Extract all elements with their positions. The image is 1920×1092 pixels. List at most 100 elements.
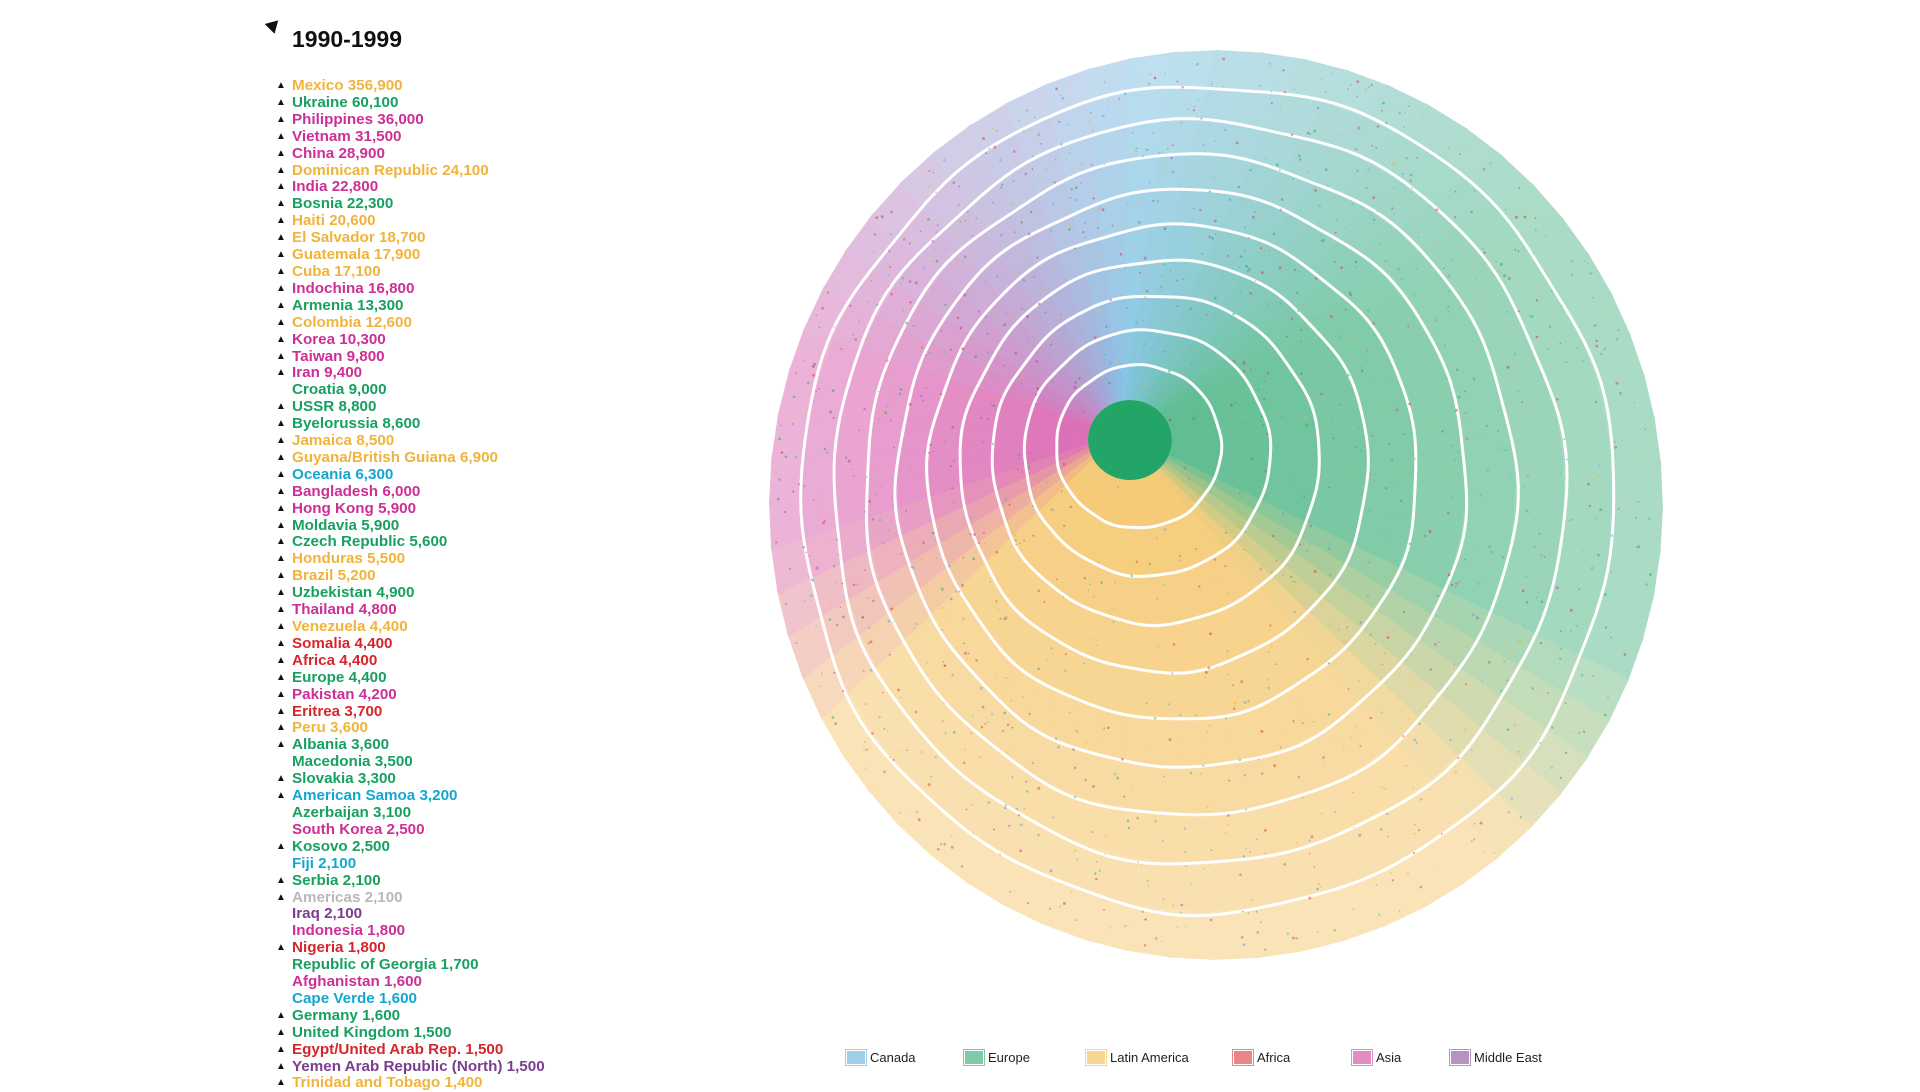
country-item[interactable]: ▲ Somalia 4,400 xyxy=(276,635,545,653)
triangle-up-icon[interactable]: ▲ xyxy=(276,113,286,125)
country-item[interactable]: ▲ Africa 4,400 xyxy=(276,652,545,670)
triangle-up-icon[interactable]: ▲ xyxy=(276,1009,286,1021)
triangle-up-icon[interactable]: ▲ xyxy=(276,739,286,751)
country-item[interactable]: ▲ Colombia 12,600 xyxy=(276,314,545,332)
country-item[interactable]: ▲ Bosnia 22,300 xyxy=(276,195,545,213)
country-item[interactable]: ▲ Korea 10,300 xyxy=(276,331,545,349)
country-item[interactable]: ▲ Venezuela 4,400 xyxy=(276,618,545,636)
country-item[interactable]: ▲ Oceania 6,300 xyxy=(276,466,545,484)
country-item[interactable]: Republic of Georgia 1,700 xyxy=(276,956,545,974)
triangle-up-icon[interactable]: ▲ xyxy=(276,621,286,632)
triangle-up-icon[interactable]: ▲ xyxy=(276,232,286,244)
legend-item[interactable]: Europe xyxy=(963,1049,1030,1069)
triangle-up-icon[interactable]: ▲ xyxy=(276,654,286,666)
country-item[interactable]: ▲ India 22,800 xyxy=(276,178,545,196)
triangle-up-icon[interactable]: ▲ xyxy=(276,502,286,514)
country-item[interactable]: ▲ Mexico 356,900 xyxy=(276,77,545,95)
country-item[interactable]: ▲ Albania 3,600 xyxy=(276,736,545,754)
triangle-up-icon[interactable]: ▲ xyxy=(276,96,286,108)
legend-item[interactable]: Middle East xyxy=(1449,1049,1542,1069)
triangle-up-icon[interactable]: ▲ xyxy=(276,604,286,616)
triangle-up-icon[interactable]: ▲ xyxy=(276,536,286,548)
country-item[interactable]: ▲ United Kingdom 1,500 xyxy=(276,1024,545,1042)
country-item[interactable]: Afghanistan 1,600 xyxy=(276,973,545,991)
triangle-up-icon[interactable]: ▲ xyxy=(276,553,286,565)
legend-item[interactable]: Canada xyxy=(845,1049,916,1069)
country-item[interactable]: ▲ Czech Republic 5,600 xyxy=(276,534,545,551)
triangle-up-icon[interactable]: ▲ xyxy=(276,485,286,497)
triangle-up-icon[interactable]: ▲ xyxy=(276,773,286,785)
country-item[interactable]: ▲ Peru 3,600 xyxy=(276,719,545,737)
triangle-up-icon[interactable]: ▲ xyxy=(276,435,286,447)
triangle-up-icon[interactable]: ▲ xyxy=(276,570,286,582)
country-item[interactable]: ▲ Philippines 36,000 xyxy=(276,111,545,129)
triangle-up-icon[interactable]: ▲ xyxy=(276,215,286,227)
country-item[interactable]: ▲ Moldavia 5,900 xyxy=(276,517,545,535)
triangle-up-icon[interactable]: ▲ xyxy=(276,688,286,700)
triangle-up-icon[interactable]: ▲ xyxy=(276,80,286,91)
country-item[interactable]: ▲ Vietnam 31,500 xyxy=(276,128,545,146)
country-item[interactable]: ▲ Haiti 20,600 xyxy=(276,212,545,230)
triangle-up-icon[interactable]: ▲ xyxy=(276,130,286,142)
legend-item[interactable]: Africa xyxy=(1232,1049,1290,1069)
triangle-up-icon[interactable]: ▲ xyxy=(276,637,286,649)
country-item[interactable]: South Korea 2,500 xyxy=(276,821,545,839)
triangle-up-icon[interactable]: ▲ xyxy=(276,249,286,261)
country-item[interactable]: ▲ Egypt/United Arab Rep. 1,500 xyxy=(276,1041,545,1059)
country-item[interactable]: Cape Verde 1,600 xyxy=(276,990,545,1008)
triangle-up-icon[interactable]: ▲ xyxy=(276,840,286,852)
country-item[interactable]: ▲ Slovakia 3,300 xyxy=(276,770,545,788)
country-item[interactable]: ▲ Ukraine 60,100 xyxy=(276,94,545,112)
triangle-up-icon[interactable]: ▲ xyxy=(276,790,286,802)
country-item[interactable]: Croatia 9,000 xyxy=(276,381,545,399)
triangle-up-icon[interactable]: ▲ xyxy=(276,587,286,599)
country-item[interactable]: ▲ Brazil 5,200 xyxy=(276,567,545,585)
triangle-up-icon[interactable]: ▲ xyxy=(276,265,286,277)
triangle-up-icon[interactable]: ▲ xyxy=(276,282,286,294)
triangle-up-icon[interactable]: ▲ xyxy=(276,147,286,159)
country-item[interactable]: ▲ USSR 8,800 xyxy=(276,398,545,416)
triangle-up-icon[interactable]: ▲ xyxy=(276,451,286,463)
country-item[interactable]: ▲ Cuba 17,100 xyxy=(276,263,545,281)
triangle-up-icon[interactable]: ▲ xyxy=(276,418,286,430)
country-item[interactable]: Fiji 2,100 xyxy=(276,855,545,873)
country-item[interactable]: ▲ Americas 2,100 xyxy=(276,889,545,907)
country-item[interactable]: Iraq 2,100 xyxy=(276,905,545,923)
triangle-up-icon[interactable]: ▲ xyxy=(276,1026,286,1038)
country-item[interactable]: ▲ Germany 1,600 xyxy=(276,1007,545,1025)
country-item[interactable]: ▲ Hong Kong 5,900 xyxy=(276,500,545,518)
country-item[interactable]: ▲ Honduras 5,500 xyxy=(276,550,545,568)
country-item[interactable]: ▲ Thailand 4,800 xyxy=(276,601,545,619)
country-item[interactable]: Indonesia 1,800 xyxy=(276,922,545,940)
triangle-up-icon[interactable]: ▲ xyxy=(276,722,286,734)
triangle-up-icon[interactable]: ▲ xyxy=(276,1043,286,1055)
triangle-up-icon[interactable]: ▲ xyxy=(276,705,286,717)
country-item[interactable]: Macedonia 3,500 xyxy=(276,753,545,771)
triangle-up-icon[interactable]: ▲ xyxy=(276,316,286,328)
triangle-up-icon[interactable]: ▲ xyxy=(276,367,286,379)
legend-item[interactable]: Latin America xyxy=(1085,1049,1189,1069)
triangle-up-icon[interactable]: ▲ xyxy=(276,891,286,903)
country-item[interactable]: ▲ Bangladesh 6,000 xyxy=(276,483,545,501)
country-item[interactable]: Azerbaijan 3,100 xyxy=(276,804,545,822)
country-item[interactable]: ▲ China 28,900 xyxy=(276,145,545,163)
triangle-up-icon[interactable]: ▲ xyxy=(276,350,286,362)
country-item[interactable]: ▲ Jamaica 8,500 xyxy=(276,432,545,450)
country-item[interactable]: ▲ Uzbekistan 4,900 xyxy=(276,584,545,602)
triangle-up-icon[interactable]: ▲ xyxy=(276,519,286,531)
triangle-up-icon[interactable]: ▲ xyxy=(276,874,286,886)
country-item[interactable]: ▲ Yemen Arab Republic (North) 1,500 xyxy=(276,1058,545,1076)
country-item[interactable]: ▲ Europe 4,400 xyxy=(276,669,545,687)
country-item[interactable]: ▲ Pakistan 4,200 xyxy=(276,686,545,704)
country-item[interactable]: ▲ Guyana/British Guiana 6,900 xyxy=(276,449,545,467)
triangle-up-icon[interactable]: ▲ xyxy=(276,164,286,176)
country-item[interactable]: ▲ Eritrea 3,700 xyxy=(276,703,545,721)
country-item[interactable]: ▲ American Samoa 3,200 xyxy=(276,787,545,805)
country-item[interactable]: ▲ Serbia 2,100 xyxy=(276,872,545,890)
triangle-up-icon[interactable]: ▲ xyxy=(276,1060,286,1072)
country-item[interactable]: ▲ Armenia 13,300 xyxy=(276,297,545,315)
country-item[interactable]: ▲ Indochina 16,800 xyxy=(276,280,545,298)
triangle-up-icon[interactable]: ▲ xyxy=(276,333,286,345)
triangle-up-icon[interactable]: ▲ xyxy=(276,198,286,210)
country-item[interactable]: ▲ El Salvador 18,700 xyxy=(276,229,545,247)
